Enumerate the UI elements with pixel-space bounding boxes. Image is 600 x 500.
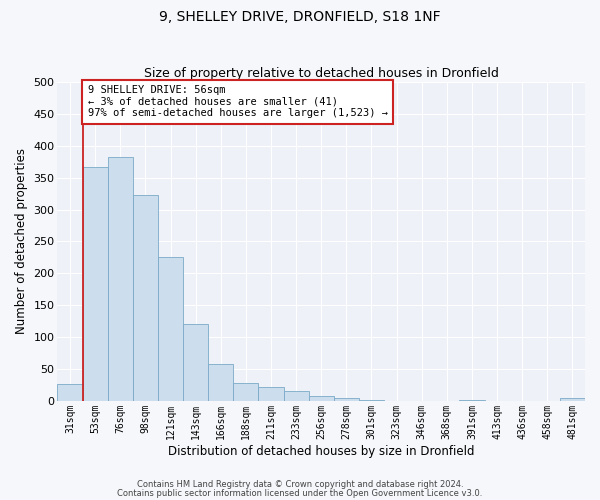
Bar [284,390,308,401]
Text: 9 SHELLEY DRIVE: 56sqm
← 3% of detached houses are smaller (41)
97% of semi-deta: 9 SHELLEY DRIVE: 56sqm ← 3% of detached … [88,85,388,118]
Bar [108,158,133,401]
Bar [560,398,585,401]
Bar [58,384,83,401]
Bar [158,257,183,401]
Text: Contains public sector information licensed under the Open Government Licence v3: Contains public sector information licen… [118,488,482,498]
Bar [208,364,233,401]
Bar [233,383,259,401]
Text: Contains HM Land Registry data © Crown copyright and database right 2024.: Contains HM Land Registry data © Crown c… [137,480,463,489]
Bar [460,400,485,401]
Text: 9, SHELLEY DRIVE, DRONFIELD, S18 1NF: 9, SHELLEY DRIVE, DRONFIELD, S18 1NF [159,10,441,24]
Bar [133,195,158,401]
Bar [308,396,334,401]
Bar [83,167,108,401]
Title: Size of property relative to detached houses in Dronfield: Size of property relative to detached ho… [144,66,499,80]
Bar [183,324,208,401]
Y-axis label: Number of detached properties: Number of detached properties [15,148,28,334]
Bar [359,400,384,401]
Bar [259,387,284,401]
X-axis label: Distribution of detached houses by size in Dronfield: Distribution of detached houses by size … [168,444,475,458]
Bar [334,398,359,401]
